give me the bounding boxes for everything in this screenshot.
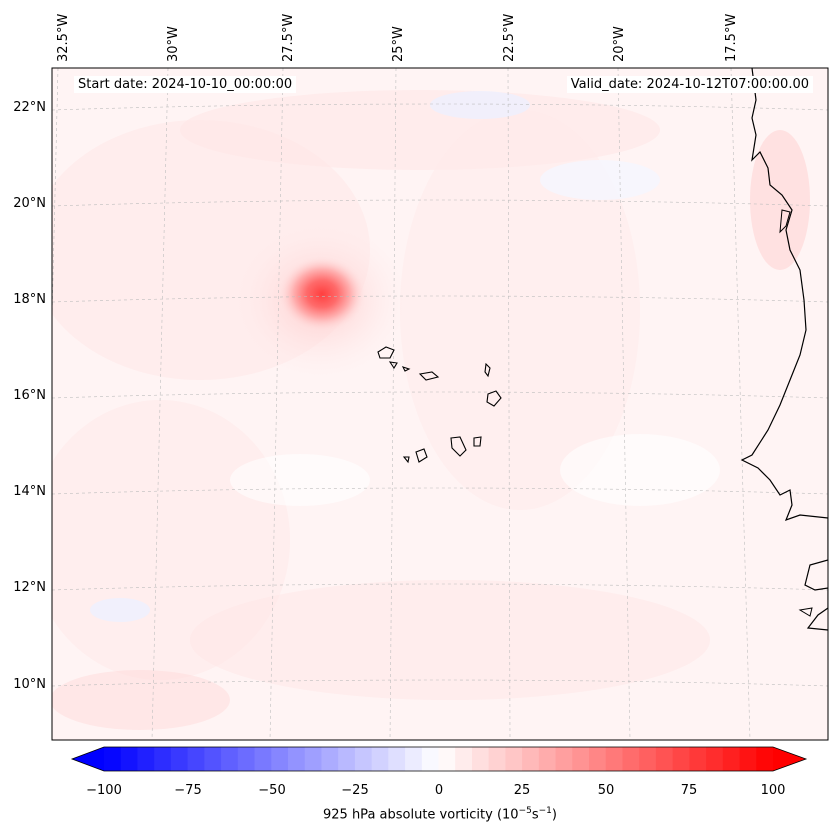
colorbar-segment (689, 747, 707, 771)
lon-label: 25°W (391, 26, 406, 62)
colorbar-segment (722, 747, 741, 771)
colorbar-label-exp1: −5 (518, 806, 532, 816)
lon-labels: 32.5°W 30°W 27.5°W 25°W 22.5°W 20°W 17.5… (56, 14, 739, 62)
colorbar-tick: 50 (598, 783, 615, 798)
colorbar-segment (338, 747, 356, 771)
colorbar-segment (371, 747, 389, 771)
lat-label: 10°N (13, 677, 46, 692)
colorbar-tick: 75 (681, 783, 698, 798)
colorbar (70, 746, 808, 772)
colorbar-segment (572, 747, 590, 771)
lat-label: 20°N (13, 196, 46, 211)
colorbar-tick: −50 (258, 783, 285, 798)
colorbar-label-exp2: −1 (538, 806, 552, 816)
lon-label: 17.5°W (724, 14, 739, 62)
colorbar-segment (505, 747, 523, 771)
lat-label: 12°N (13, 580, 46, 595)
lat-labels: 22°N 20°N 18°N 16°N 14°N 12°N 10°N (13, 100, 46, 692)
lon-label: 20°W (612, 26, 627, 62)
colorbar-segment (187, 747, 205, 771)
colorbar-segment (706, 747, 724, 771)
colorbar-extend-min (72, 747, 104, 771)
colorbar-segment (120, 747, 138, 771)
colorbar-segment (271, 747, 289, 771)
gridlines (52, 68, 828, 740)
africa-coastline (740, 68, 828, 631)
colorbar-segment (237, 747, 256, 771)
colorbar-segment (622, 747, 640, 771)
colorbar-segment (672, 747, 690, 771)
colorbar-tick: 0 (435, 783, 443, 798)
colorbar-tick: 25 (514, 783, 531, 798)
lon-label: 22.5°W (502, 14, 517, 62)
colorbar-segment (104, 747, 122, 771)
colorbar-segment (639, 747, 657, 771)
colorbar-ticks: −100 −75 −50 −25 0 25 50 75 100 (86, 783, 785, 798)
colorbar-segment (287, 747, 306, 771)
cape-verde-islands (377, 346, 502, 464)
colorbar-tick: −25 (341, 783, 368, 798)
colorbar-segment (471, 747, 490, 771)
colorbar-segment (254, 747, 272, 771)
start-date-annotation: Start date: 2024-10-10_00:00:00 (74, 76, 297, 93)
lat-label: 16°N (13, 388, 46, 403)
colorbar-label-close: ) (551, 807, 557, 823)
colorbar-segment (321, 747, 339, 771)
colorbar-segment (137, 747, 155, 771)
colorbar-label-text: 925 hPa absolute vorticity (10 (323, 807, 519, 823)
colorbar-segment (438, 747, 456, 771)
colorbar-tick: 100 (761, 783, 786, 798)
vorticity-field (52, 68, 828, 740)
colorbar-segment (221, 747, 239, 771)
colorbar-segment (354, 747, 373, 771)
colorbar-segment (170, 747, 189, 771)
colorbar-segment (154, 747, 172, 771)
colorbar-segment (555, 747, 573, 771)
colorbar-segment (605, 747, 623, 771)
colorbar-segment (522, 747, 540, 771)
colorbar-segment (304, 747, 322, 771)
lon-label: 27.5°W (281, 14, 296, 62)
colorbar-segment (204, 747, 222, 771)
colorbar-segment (756, 747, 774, 771)
colorbar-extend-max (773, 747, 806, 771)
colorbar-segment (589, 747, 607, 771)
colorbar-tick: −100 (86, 783, 122, 798)
colorbar-segment (488, 747, 506, 771)
colorbar-label: 925 hPa absolute vorticity (10−5s−1) (52, 806, 828, 822)
lon-label: 32.5°W (56, 14, 71, 62)
colorbar-segment (655, 747, 674, 771)
colorbar-outline (70, 746, 808, 772)
colorbar-segment (421, 747, 439, 771)
colorbar-segment (405, 747, 423, 771)
colorbar-label-unit: s (531, 807, 539, 823)
colorbar-segment (455, 747, 473, 771)
lon-label: 30°W (166, 26, 181, 62)
valid-date-annotation: Valid_date: 2024-10-12T07:00:00.00 (566, 76, 813, 93)
lat-label: 18°N (13, 292, 46, 307)
colorbar-segment (538, 747, 557, 771)
colorbar-tick: −75 (174, 783, 201, 798)
map-frame (51, 67, 829, 741)
lat-label: 14°N (13, 484, 46, 499)
colorbar-segment (739, 747, 757, 771)
lat-label: 22°N (13, 100, 46, 115)
colorbar-segment (388, 747, 406, 771)
